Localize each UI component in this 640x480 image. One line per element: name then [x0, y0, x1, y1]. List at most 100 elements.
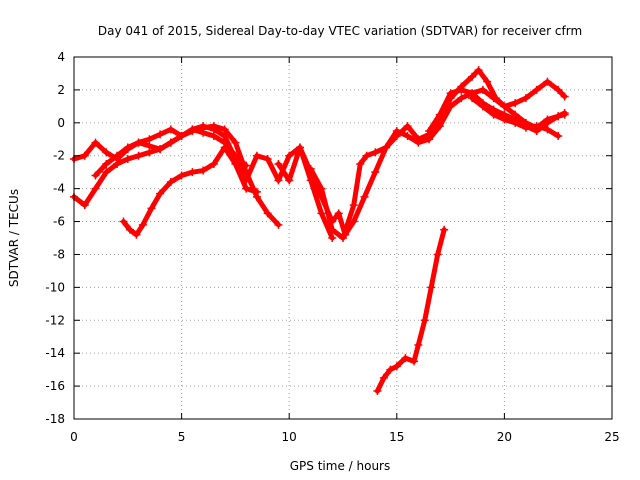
data-point [414, 340, 423, 349]
data-point [427, 283, 436, 292]
data-marks [70, 66, 569, 396]
axis-ticks: -18 -16 -14 -12 -10 -8 -6 -4 -2 0 2 4 0 5 10 15 20 25 [45, 50, 619, 444]
y-tick-label: 4 [57, 50, 65, 64]
chart-title: Day 041 of 2015, Sidereal Day-to-day VTE… [98, 24, 582, 38]
data-point [80, 201, 89, 210]
data-point [274, 159, 283, 168]
data-point [231, 138, 240, 147]
data-point [102, 168, 111, 177]
data-point [349, 217, 358, 226]
data-point [349, 201, 358, 210]
data-point [360, 192, 369, 201]
data-point [511, 99, 520, 108]
data-point [102, 159, 111, 168]
data-point [532, 122, 541, 131]
data-point [478, 85, 487, 94]
y-tick-label: -12 [45, 313, 65, 327]
data-point [468, 94, 477, 103]
data-point [543, 125, 552, 134]
data-point [371, 148, 380, 157]
data-point [209, 122, 218, 131]
data-point [339, 234, 347, 242]
y-tick-label: -4 [53, 182, 65, 196]
series-track-7 [425, 77, 569, 136]
data-point [420, 316, 429, 325]
data-point [134, 138, 143, 147]
data-point [156, 145, 165, 154]
data-point [123, 155, 132, 164]
data-point [134, 151, 143, 160]
data-point [113, 151, 122, 160]
data-point [457, 85, 466, 94]
data-point [386, 365, 395, 374]
data-point [371, 168, 380, 177]
data-point [543, 77, 552, 86]
data-point [500, 102, 509, 111]
x-tick-label: 10 [282, 430, 297, 444]
data-point [80, 151, 89, 160]
y-tick-label: -6 [53, 215, 65, 229]
data-point [489, 110, 498, 119]
data-point [220, 143, 229, 152]
series-track-9 [373, 225, 449, 396]
data-point [414, 135, 423, 144]
data-point [145, 141, 154, 150]
data-point [132, 230, 141, 239]
data-point [274, 176, 283, 185]
data-point [285, 151, 294, 160]
data-point [446, 89, 455, 98]
series-track-8 [468, 94, 563, 140]
data-point [91, 184, 100, 193]
data-point [156, 189, 165, 198]
data-point [220, 125, 229, 134]
data-point [242, 184, 251, 193]
data-point [166, 125, 175, 134]
data-point [457, 94, 466, 103]
grid [74, 57, 612, 419]
data-point [91, 138, 100, 147]
data-point [209, 159, 218, 168]
data-point [521, 123, 530, 132]
data-point [379, 373, 388, 382]
y-tick-label: -10 [45, 280, 65, 294]
series-track-4 [119, 143, 261, 239]
data-point [554, 112, 563, 121]
plot-frame [73, 56, 613, 420]
data-point [125, 225, 134, 234]
data-point [468, 72, 477, 81]
data-point [199, 166, 208, 175]
data-point [263, 209, 272, 218]
data-point [560, 92, 569, 101]
series-track-3 [91, 122, 283, 229]
data-point [521, 94, 530, 103]
data-point [91, 171, 100, 180]
data-point [102, 148, 111, 157]
data-point [252, 151, 261, 160]
data-point [123, 143, 132, 152]
data-point [489, 94, 498, 103]
data-point [177, 171, 186, 180]
y-axis-label: SDTVAR / TECUs [7, 189, 21, 287]
y-tick-label: -8 [53, 247, 65, 261]
data-point [274, 220, 283, 229]
x-tick-label: 15 [389, 430, 404, 444]
data-point [403, 131, 412, 140]
y-tick-label: -14 [45, 346, 65, 360]
data-point [425, 127, 434, 136]
data-point [334, 209, 343, 218]
data-point [478, 102, 487, 111]
series-track [93, 123, 281, 228]
series-track [71, 123, 335, 241]
data-point [306, 164, 315, 173]
data-point [328, 225, 337, 234]
y-tick-label: -18 [45, 412, 65, 426]
data-point [500, 115, 509, 124]
data-point [554, 85, 563, 94]
data-point [242, 168, 251, 177]
data-point [392, 362, 401, 371]
data-point [199, 123, 208, 132]
data-point [362, 151, 371, 160]
data-point [166, 178, 175, 187]
data-point [263, 155, 272, 164]
data-point [138, 220, 147, 229]
